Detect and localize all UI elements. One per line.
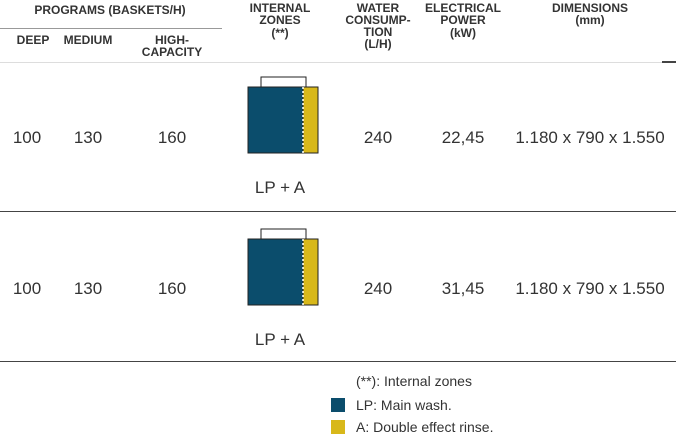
header-high: CAPACITY — [141, 45, 203, 59]
cell: LP + A — [254, 330, 306, 349]
cell: 100 — [12, 128, 42, 147]
cell: 130 — [73, 128, 103, 147]
legend-a: A: Double effect rinse. — [356, 419, 494, 435]
cell: LP + A — [254, 178, 306, 197]
cell: 240 — [363, 128, 393, 147]
legend-lp: LP: Main wash. — [356, 397, 452, 413]
legend-swatch — [331, 420, 345, 434]
cell: 1.180 x 790 x 1.550 — [515, 128, 665, 147]
header-water: CONSUMP- — [345, 13, 411, 27]
zone-icon — [247, 76, 319, 154]
header-zones: ZONES — [259, 13, 301, 27]
cell: 100 — [12, 279, 42, 298]
cell: 160 — [157, 128, 187, 147]
header-programs: PROGRAMS (BASKETS/H) — [34, 3, 186, 17]
cell: 160 — [157, 279, 187, 298]
header-deep: DEEP — [16, 33, 50, 47]
row-rule — [0, 62, 676, 63]
legend-note: (**): Internal zones — [356, 373, 472, 389]
header-power: ELECTRICAL — [425, 1, 501, 15]
header-power: (kW) — [450, 26, 476, 40]
cell: 1.180 x 790 x 1.550 — [515, 279, 665, 298]
header-power: POWER — [440, 13, 486, 27]
cell: 22,45 — [441, 128, 485, 147]
cell: 130 — [73, 279, 103, 298]
header-dimensions: (mm) — [575, 13, 605, 27]
row-rule — [0, 361, 676, 362]
header-water: (L/H) — [364, 37, 392, 51]
header-water: TION — [363, 25, 393, 39]
header-dimensions: DIMENSIONS — [551, 1, 629, 15]
cell: 31,45 — [441, 279, 485, 298]
header-rule — [0, 28, 222, 29]
cell: 240 — [363, 279, 393, 298]
legend-swatch — [331, 398, 345, 412]
zone-icon — [247, 228, 319, 306]
header-medium: MEDIUM — [63, 33, 113, 47]
header-zones: INTERNAL — [249, 1, 311, 15]
header-zones: (**) — [271, 26, 289, 40]
row-rule — [662, 61, 676, 63]
header-high: HIGH- — [155, 33, 189, 47]
row-rule — [0, 211, 676, 212]
header-water: WATER — [356, 1, 400, 15]
